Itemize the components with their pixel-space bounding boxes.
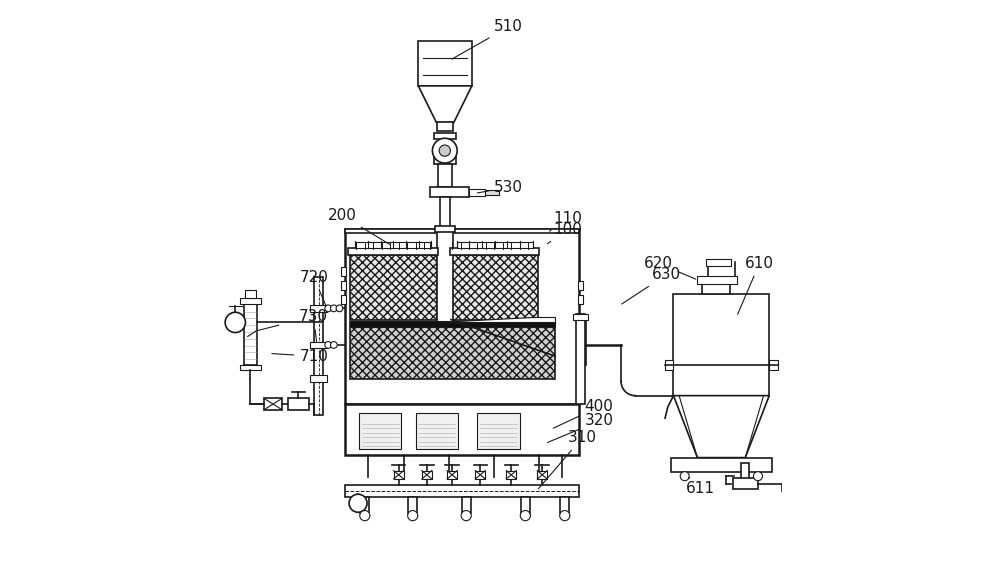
Bar	[560, 497, 569, 513]
Bar	[702, 283, 730, 294]
Text: 710: 710	[272, 349, 328, 364]
Text: 530: 530	[477, 180, 523, 195]
Circle shape	[225, 312, 245, 333]
Text: 320: 320	[548, 414, 613, 443]
Bar	[394, 470, 404, 479]
Bar	[440, 198, 450, 229]
Text: 730: 730	[299, 309, 328, 342]
Circle shape	[461, 511, 471, 521]
Text: 611: 611	[685, 477, 714, 496]
Bar	[673, 294, 769, 396]
Bar	[435, 226, 455, 232]
Bar	[310, 341, 327, 348]
Bar	[437, 122, 453, 131]
Bar	[230, 320, 241, 325]
Circle shape	[360, 511, 370, 521]
Bar	[578, 295, 583, 305]
Polygon shape	[437, 317, 555, 323]
Bar	[450, 248, 539, 255]
Bar	[469, 189, 485, 196]
Bar	[345, 229, 579, 404]
Bar	[314, 277, 323, 415]
Bar	[355, 242, 431, 248]
Bar	[665, 360, 673, 370]
Bar	[288, 398, 309, 410]
Bar	[733, 478, 758, 488]
Circle shape	[336, 305, 343, 312]
Bar	[345, 484, 579, 497]
Bar	[537, 470, 547, 479]
Bar	[521, 497, 530, 513]
Bar	[264, 398, 282, 410]
Bar	[475, 470, 485, 479]
Text: 620: 620	[644, 256, 696, 279]
Bar	[506, 470, 516, 479]
Bar	[240, 365, 261, 370]
Bar	[416, 413, 458, 449]
Polygon shape	[418, 86, 472, 122]
Bar	[345, 229, 579, 233]
Circle shape	[325, 341, 332, 348]
Polygon shape	[673, 396, 769, 457]
Bar	[578, 281, 583, 290]
Bar	[579, 323, 586, 365]
Bar	[310, 305, 327, 312]
Circle shape	[330, 305, 337, 312]
Bar	[706, 259, 731, 266]
Bar	[438, 164, 452, 187]
Bar	[462, 497, 471, 513]
Bar	[447, 470, 457, 479]
Bar	[741, 463, 749, 480]
Text: 310: 310	[538, 430, 597, 488]
Bar	[360, 497, 369, 513]
Circle shape	[680, 471, 689, 481]
Text: 510: 510	[452, 19, 523, 59]
Bar	[430, 187, 469, 198]
Bar	[350, 255, 437, 320]
Circle shape	[439, 145, 450, 156]
Circle shape	[330, 341, 337, 348]
Text: 630: 630	[622, 267, 681, 304]
Bar	[573, 314, 588, 320]
Bar	[477, 413, 520, 449]
Bar	[240, 298, 261, 304]
Bar	[345, 404, 579, 455]
Text: 100: 100	[547, 222, 582, 244]
Bar	[485, 190, 499, 195]
Bar	[341, 295, 346, 305]
Bar	[451, 255, 538, 320]
Circle shape	[325, 305, 332, 312]
Circle shape	[560, 511, 570, 521]
Circle shape	[349, 494, 367, 512]
Bar	[418, 41, 472, 86]
Bar	[434, 132, 456, 139]
Bar	[422, 470, 432, 479]
Text: 110: 110	[550, 211, 582, 231]
Text: 610: 610	[738, 256, 774, 314]
Circle shape	[753, 471, 762, 481]
Bar	[244, 303, 257, 365]
Bar	[348, 248, 438, 255]
Bar	[769, 360, 778, 370]
Bar	[576, 314, 585, 404]
Bar	[408, 497, 417, 513]
Bar	[341, 267, 346, 276]
Circle shape	[408, 511, 418, 521]
Bar	[671, 457, 772, 471]
Text: 720: 720	[299, 270, 328, 306]
Text: 200: 200	[328, 208, 391, 245]
Bar	[350, 321, 555, 327]
Bar	[341, 281, 346, 290]
Bar	[697, 276, 737, 284]
Bar	[359, 413, 401, 449]
Bar	[350, 323, 555, 379]
Bar	[457, 242, 533, 248]
Bar	[310, 375, 327, 382]
Text: 400: 400	[553, 400, 613, 428]
Bar	[434, 157, 456, 164]
Circle shape	[432, 138, 457, 163]
Circle shape	[520, 511, 530, 521]
Bar	[437, 229, 453, 323]
Bar	[245, 290, 256, 298]
